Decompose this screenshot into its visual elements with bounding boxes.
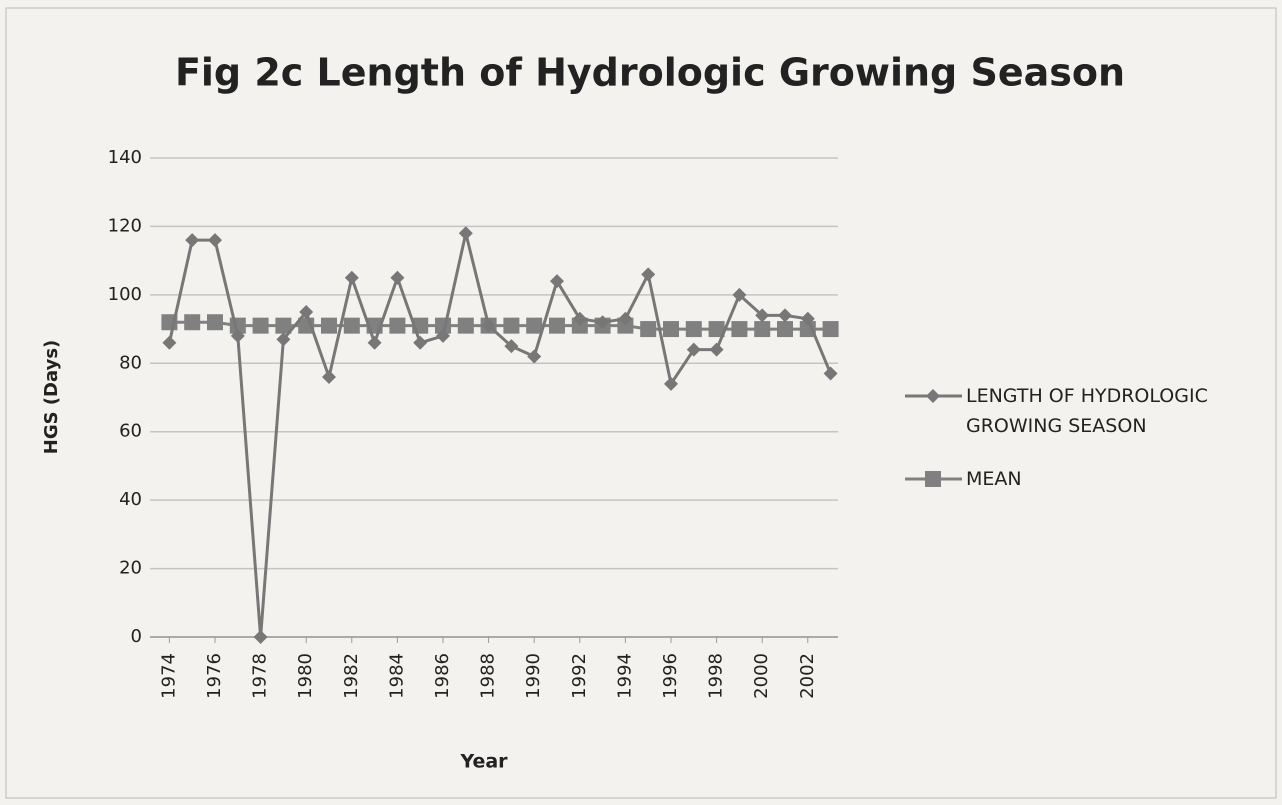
marker — [618, 311, 633, 326]
marker — [754, 321, 771, 338]
marker — [390, 270, 405, 285]
legend-label: LENGTH OF HYDROLOGIC GROWING SEASON — [966, 385, 1208, 437]
marker — [823, 366, 838, 381]
marker — [344, 270, 359, 285]
marker — [731, 321, 748, 338]
y-tick-label: 140 — [108, 147, 142, 168]
frame — [5, 7, 1277, 799]
x-tick-label: 1994 — [614, 653, 635, 699]
x-axis-label: Year — [459, 751, 508, 773]
marker — [572, 311, 587, 326]
y-tick-label: 0 — [131, 626, 142, 647]
marker — [755, 308, 770, 323]
marker — [777, 321, 793, 338]
x-tick-label: 1988 — [478, 653, 499, 699]
marker — [367, 335, 382, 350]
y-axis-label: HGS (Days) — [41, 340, 62, 455]
marker — [321, 317, 337, 334]
marker — [800, 311, 815, 326]
marker — [322, 369, 336, 384]
y-tick-label: 60 — [119, 421, 142, 442]
y-tick-label: 120 — [108, 215, 142, 236]
marker — [230, 328, 245, 343]
x-tick-label: 2002 — [797, 653, 818, 699]
marker — [299, 304, 314, 319]
marker — [458, 226, 473, 241]
marker — [504, 339, 519, 354]
marker — [253, 630, 268, 644]
marker — [925, 471, 941, 487]
marker — [185, 233, 200, 248]
y-tick-label: 40 — [119, 489, 142, 510]
marker — [276, 332, 291, 347]
marker — [208, 233, 222, 248]
marker — [162, 335, 177, 350]
x-tick-label: 1990 — [523, 653, 544, 699]
marker — [436, 328, 450, 343]
marker — [413, 335, 428, 350]
x-tick-label: 1978 — [250, 653, 271, 699]
x-tick-label: 1984 — [386, 653, 407, 699]
marker — [275, 317, 292, 334]
marker — [527, 349, 542, 364]
marker — [550, 274, 564, 289]
marker — [457, 317, 474, 334]
marker — [778, 308, 792, 323]
series-line — [167, 232, 832, 638]
marker — [708, 321, 725, 338]
y-tick-label: 100 — [108, 284, 142, 305]
x-tick-label: 1974 — [158, 653, 179, 699]
marker — [822, 321, 839, 338]
marker — [663, 321, 679, 338]
marker — [709, 342, 724, 357]
marker — [640, 321, 657, 338]
marker — [641, 267, 656, 282]
marker — [207, 314, 223, 331]
marker — [343, 317, 360, 334]
x-tick-label: 1998 — [706, 653, 727, 699]
x-tick-label: 2000 — [751, 653, 772, 699]
marker — [389, 317, 406, 334]
marker — [664, 376, 678, 391]
marker — [926, 389, 940, 403]
x-tick-label: 1982 — [341, 653, 362, 699]
marker — [503, 317, 520, 334]
x-tick-label: 1992 — [569, 653, 590, 699]
marker — [184, 314, 201, 331]
x-tick-label: 1986 — [432, 653, 453, 699]
x-tick-label: 1976 — [204, 653, 225, 699]
x-tick-label: 1996 — [660, 653, 681, 699]
marker — [481, 318, 496, 333]
marker — [549, 317, 565, 334]
marker — [732, 287, 747, 302]
marker — [252, 317, 269, 334]
marker — [686, 342, 701, 357]
legend-label: MEAN — [966, 468, 1022, 490]
x-tick-label: 1980 — [295, 653, 316, 699]
marker — [526, 317, 543, 334]
marker — [685, 321, 702, 338]
y-tick-label: 80 — [119, 352, 142, 373]
marker — [595, 315, 610, 330]
chart-title: Fig 2c Length of Hydrologic Growing Seas… — [175, 51, 1125, 95]
y-tick-label: 20 — [119, 558, 142, 579]
